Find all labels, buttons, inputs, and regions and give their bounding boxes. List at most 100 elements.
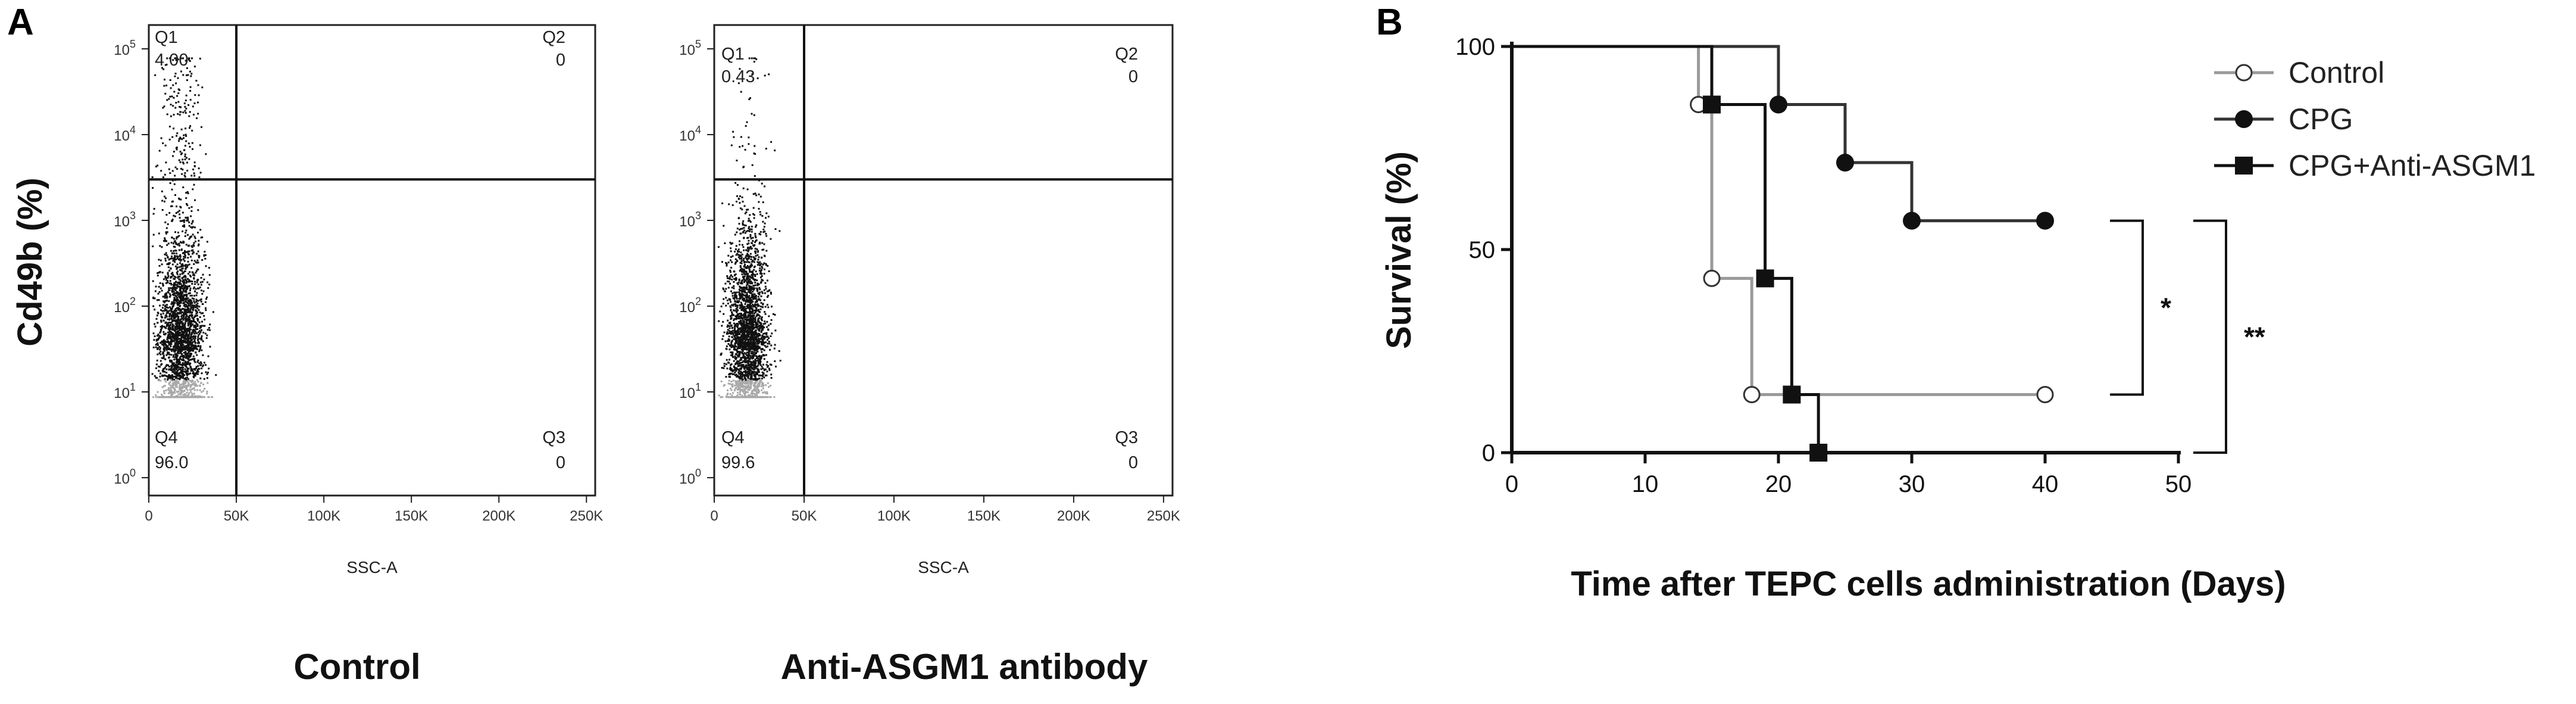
scatter-point bbox=[757, 258, 759, 261]
scatter-point bbox=[749, 264, 752, 267]
scatter-point bbox=[186, 385, 188, 387]
scatter-point bbox=[755, 325, 757, 328]
scatter-point bbox=[745, 366, 748, 369]
scatter-point bbox=[170, 368, 172, 370]
scatter-point bbox=[170, 267, 172, 269]
scatter-point bbox=[729, 393, 731, 395]
scatter-point bbox=[173, 151, 175, 153]
scatter-point bbox=[744, 329, 746, 332]
scatter-point bbox=[739, 261, 742, 264]
scatter-point bbox=[742, 230, 745, 233]
scatter-point bbox=[182, 220, 184, 222]
scatter-point bbox=[183, 256, 185, 258]
scatter-point bbox=[168, 337, 170, 339]
scatter-point bbox=[168, 289, 170, 291]
scatter-point bbox=[185, 289, 187, 292]
scatter-point bbox=[750, 360, 752, 363]
scatter-point bbox=[731, 327, 733, 329]
scatter-point bbox=[194, 290, 196, 292]
scatter-point bbox=[192, 347, 195, 349]
scatter-point bbox=[184, 323, 186, 325]
scatter-point bbox=[719, 310, 721, 313]
scatter-point bbox=[179, 257, 181, 260]
scatter-point bbox=[205, 309, 207, 311]
scatter-point bbox=[748, 288, 751, 291]
scatter-point bbox=[752, 297, 755, 300]
scatter-point bbox=[161, 375, 164, 377]
scatter-point bbox=[742, 366, 745, 368]
scatter-point bbox=[755, 301, 756, 303]
scatter-point bbox=[170, 392, 172, 394]
scatter-point bbox=[185, 329, 187, 332]
scatter-point bbox=[184, 257, 186, 258]
scatter-point bbox=[201, 292, 204, 295]
scatter-point bbox=[168, 57, 171, 60]
scatter-point bbox=[736, 313, 739, 316]
scatter-point bbox=[746, 247, 749, 250]
scatter-point bbox=[738, 372, 740, 375]
scatter-point bbox=[176, 253, 178, 255]
x-tick-label: 200K bbox=[482, 508, 515, 524]
scatter-point bbox=[758, 201, 760, 203]
scatter-point bbox=[176, 257, 179, 260]
scatter-point bbox=[739, 294, 741, 296]
scatter-point bbox=[732, 356, 734, 359]
scatter-point bbox=[169, 327, 171, 329]
scatter-point bbox=[735, 338, 737, 341]
scatter-point bbox=[159, 375, 161, 378]
scatter-point bbox=[753, 269, 755, 271]
scatter-point bbox=[173, 238, 175, 240]
scatter-point bbox=[197, 284, 199, 285]
scatter-point bbox=[166, 347, 168, 349]
scatter-point bbox=[207, 287, 210, 289]
scatter-point bbox=[748, 291, 750, 293]
scatter-point bbox=[164, 366, 167, 369]
scatter-point bbox=[187, 349, 190, 351]
scatter-point bbox=[767, 328, 769, 331]
scatter-point bbox=[173, 114, 175, 116]
scatter-point bbox=[740, 282, 742, 285]
scatter-point bbox=[167, 331, 169, 334]
scatter-point bbox=[191, 311, 193, 313]
scatter-point bbox=[183, 345, 186, 348]
scatter-point bbox=[763, 273, 765, 275]
scatter-point bbox=[749, 300, 752, 302]
scatter-point bbox=[771, 306, 773, 308]
scatter-point bbox=[768, 396, 771, 398]
scatter-point bbox=[743, 288, 745, 291]
scatter-point bbox=[206, 393, 208, 395]
scatter-point bbox=[161, 357, 163, 359]
scatter-point bbox=[737, 82, 740, 85]
scatter-point bbox=[195, 309, 196, 311]
scatter-point bbox=[183, 323, 185, 326]
scatter-point bbox=[156, 314, 158, 317]
scatter-point bbox=[170, 307, 172, 310]
scatter-point bbox=[179, 289, 181, 291]
scatter-point bbox=[173, 250, 175, 252]
scatter-point bbox=[198, 395, 200, 397]
scatter-point bbox=[767, 306, 770, 309]
scatter-point bbox=[185, 396, 186, 398]
scatter-point bbox=[168, 344, 170, 346]
scatter-point bbox=[185, 112, 187, 114]
scatter-point bbox=[765, 264, 767, 266]
scatter-point bbox=[740, 370, 742, 373]
scatter-point bbox=[167, 387, 170, 390]
scatter-point bbox=[743, 392, 745, 394]
scatter-point bbox=[152, 245, 154, 248]
scatter-point bbox=[736, 326, 739, 328]
scatter-point bbox=[752, 256, 755, 258]
scatter-point bbox=[756, 313, 758, 316]
scatter-point bbox=[161, 200, 164, 202]
y-tick-label: 102 bbox=[114, 295, 136, 316]
scatter-point bbox=[726, 396, 729, 398]
scatter-point bbox=[157, 335, 158, 337]
flow-scatter-points bbox=[717, 57, 781, 398]
scatter-point bbox=[195, 294, 198, 297]
scatter-point bbox=[196, 253, 198, 255]
scatter-point bbox=[731, 354, 733, 357]
scatter-point bbox=[177, 211, 179, 213]
scatter-point bbox=[185, 99, 187, 102]
scatter-point bbox=[733, 373, 735, 375]
scatter-point bbox=[742, 298, 744, 300]
